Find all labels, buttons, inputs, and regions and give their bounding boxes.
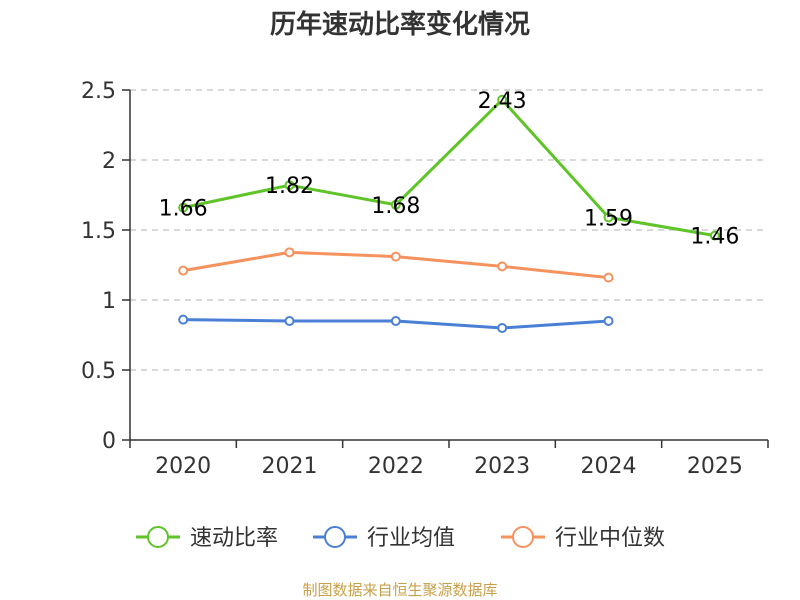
data-label: 1.46 xyxy=(690,225,739,250)
data-point[interactable] xyxy=(603,316,614,326)
data-labels: 1.66 1.82 1.68 2.43 1.59 1.46 xyxy=(159,89,740,250)
data-label: 2.43 xyxy=(478,89,527,114)
data-point[interactable] xyxy=(497,323,508,333)
series-line xyxy=(182,98,716,238)
data-point[interactable] xyxy=(390,251,401,262)
x-tick-label: 2021 xyxy=(262,454,318,479)
series-group xyxy=(178,94,720,333)
data-point[interactable] xyxy=(603,212,614,223)
legend-marker xyxy=(324,526,346,548)
data-point[interactable] xyxy=(178,265,189,276)
legend-item[interactable]: 行业均值 xyxy=(313,526,455,551)
y-tick-label: 0 xyxy=(102,429,116,454)
data-point[interactable] xyxy=(284,316,295,326)
data-point[interactable] xyxy=(390,316,401,326)
y-tick-label: 2.5 xyxy=(81,79,116,104)
source-note: 制图数据来自恒生聚源数据库 xyxy=(302,581,497,599)
data-point[interactable] xyxy=(603,272,614,283)
x-tick-label: 2022 xyxy=(368,454,424,479)
y-tick-label: 2 xyxy=(102,149,116,174)
y-tick-label: 1 xyxy=(102,289,116,314)
data-label: 1.68 xyxy=(371,194,420,219)
grid-lines xyxy=(130,89,768,371)
data-point[interactable] xyxy=(284,247,295,258)
x-tick-label: 2023 xyxy=(474,454,530,479)
data-point[interactable] xyxy=(497,261,508,272)
x-tick-label: 2024 xyxy=(581,454,637,479)
data-point[interactable] xyxy=(178,314,189,325)
data-point[interactable] xyxy=(284,180,295,191)
legend-label: 速动比率 xyxy=(190,526,278,551)
y-tick-label: 1.5 xyxy=(81,219,116,244)
legend[interactable]: 速动比率 行业均值 行业中位数 xyxy=(136,526,665,551)
data-label: 1.59 xyxy=(584,206,633,231)
legend-item[interactable]: 行业中位数 xyxy=(501,526,665,551)
x-tick-label: 2020 xyxy=(155,454,211,479)
data-point[interactable] xyxy=(390,199,401,210)
x-tick-label: 2025 xyxy=(687,454,743,479)
legend-marker xyxy=(147,526,169,548)
data-point[interactable] xyxy=(709,230,720,241)
legend-label: 行业中位数 xyxy=(555,526,665,551)
axes: 0 0.5 1 1.5 2 2.5 2020 2021 2022 2023 2024 2025 xyxy=(81,79,769,479)
data-point[interactable] xyxy=(178,202,189,213)
legend-label: 行业均值 xyxy=(367,526,455,551)
legend-marker xyxy=(512,526,534,548)
chart-title: 历年速动比率变化情况 xyxy=(270,9,530,40)
y-tick-label: 0.5 xyxy=(81,359,116,384)
legend-item[interactable]: 速动比率 xyxy=(136,526,278,551)
data-point[interactable] xyxy=(497,94,508,105)
data-label: 1.66 xyxy=(159,197,208,222)
data-label: 1.82 xyxy=(265,174,314,199)
